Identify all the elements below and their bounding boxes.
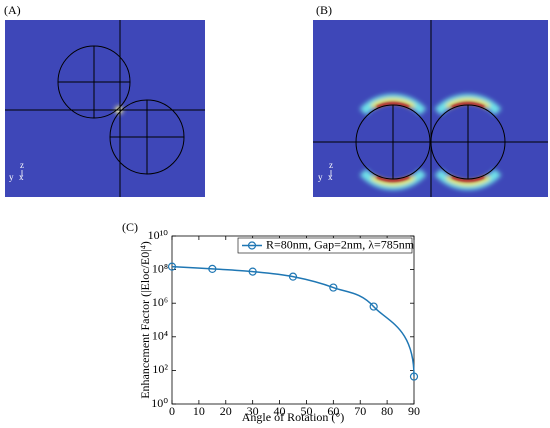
- y-tick-label: 10⁶: [152, 295, 168, 309]
- x-tick-label: 40: [274, 404, 286, 418]
- panel-label: (C): [122, 220, 138, 234]
- data-point: [409, 372, 419, 381]
- axis-indicator: y: [318, 172, 323, 182]
- field-map-b: [313, 20, 548, 197]
- y-tick-label: 10⁸: [152, 261, 168, 275]
- field-map-a: [5, 20, 205, 197]
- axis-indicator: x: [19, 172, 24, 182]
- legend-label: R=80nm, Gap=2nm, λ=785nm: [266, 237, 415, 251]
- legend-box: [237, 237, 413, 254]
- x-axis-label: Angle of Rotation (°): [242, 410, 344, 424]
- data-point: [369, 302, 378, 311]
- data-line: [171, 265, 415, 377]
- axis-indicator: z: [329, 160, 333, 170]
- x-tick-label: 20: [220, 404, 232, 418]
- x-tick-label: 0: [169, 404, 175, 418]
- axis-indicator: y: [9, 172, 14, 182]
- x-tick-label: 50: [300, 404, 312, 418]
- x-tick-label: 10: [193, 404, 205, 418]
- data-point: [248, 267, 257, 276]
- data-point: [208, 264, 217, 274]
- y-tick-label: 10¹⁰: [148, 228, 169, 242]
- plot-frame: [171, 235, 415, 405]
- y-tick-label: 10²: [152, 362, 168, 376]
- x-tick-label: 90: [408, 404, 420, 418]
- x-tick-label: 80: [381, 404, 393, 418]
- y-tick-label: 10⁴: [152, 329, 168, 343]
- legend-swatch: [247, 241, 257, 250]
- x-tick-label: 70: [354, 404, 366, 418]
- data-point: [167, 262, 177, 271]
- panel-label: (B): [316, 3, 332, 17]
- y-tick-label: 10⁰: [151, 396, 168, 410]
- axis-indicator: z: [20, 160, 24, 170]
- data-point: [329, 283, 338, 292]
- x-tick-label: 30: [247, 404, 259, 418]
- axis-indicator: x: [328, 172, 333, 182]
- x-tick-label: 60: [327, 404, 339, 418]
- y-axis-label: Enhancement Factor (|Eloc/E0|⁴): [138, 241, 152, 399]
- panel-label: (A): [4, 3, 21, 17]
- data-point: [288, 272, 298, 281]
